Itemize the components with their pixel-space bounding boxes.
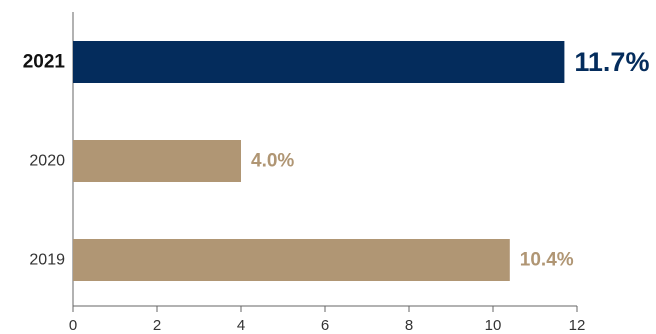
x-tick-label: 12 xyxy=(569,317,586,334)
x-tick-label: 10 xyxy=(485,317,502,334)
bar-2020 xyxy=(73,140,241,182)
category-label-2019: 2019 xyxy=(29,252,65,269)
category-label-2021: 2021 xyxy=(23,52,66,73)
category-label-2020: 2020 xyxy=(29,153,65,170)
value-label-2020: 4.0% xyxy=(251,151,294,172)
chart-axes: 0 2 4 6 8 10 12 xyxy=(69,12,586,334)
chart-bars xyxy=(73,41,565,281)
x-tick-label: 0 xyxy=(69,317,77,334)
x-tick-label: 8 xyxy=(405,317,413,334)
value-label-2021: 11.7% xyxy=(574,47,649,77)
chart-labels: 2021 11.7% 2020 4.0% 2019 10.4% xyxy=(23,47,650,271)
value-label-2019: 10.4% xyxy=(520,250,574,271)
bar-2019 xyxy=(73,239,510,281)
x-tick-label: 6 xyxy=(321,317,329,334)
bar-2021 xyxy=(73,41,565,83)
x-tick-label: 2 xyxy=(153,317,161,334)
x-tick-label: 4 xyxy=(237,317,245,334)
